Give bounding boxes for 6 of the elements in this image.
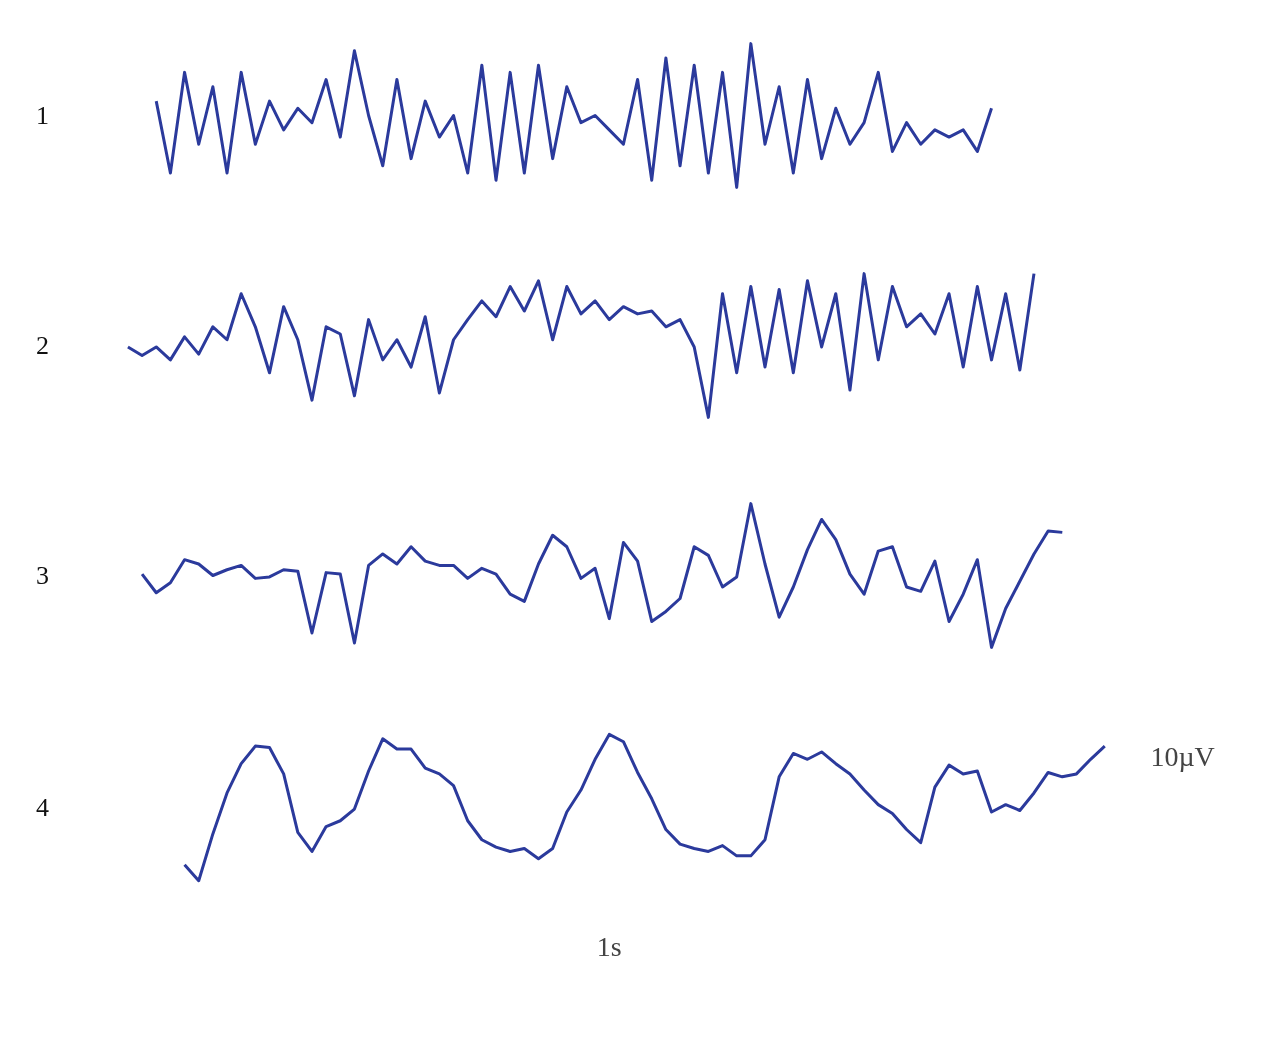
text: 1s <box>596 931 622 963</box>
text: 3 <box>35 561 49 590</box>
text: 10µV <box>1150 740 1215 772</box>
text: 2 <box>35 331 49 360</box>
text: 1 <box>35 101 49 130</box>
text: 4 <box>35 793 49 823</box>
